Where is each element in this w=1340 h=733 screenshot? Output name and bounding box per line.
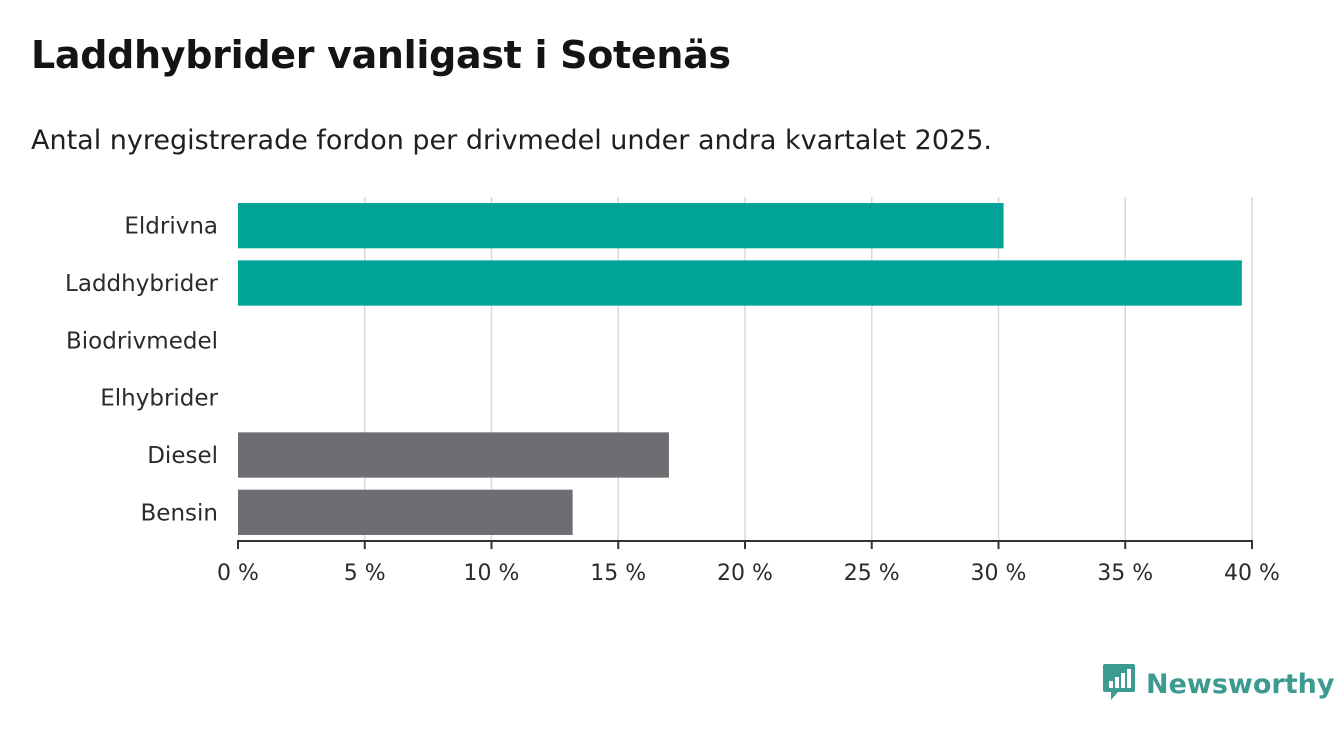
newsworthy-logo-icon — [1102, 662, 1136, 706]
x-tick-label: 15 % — [590, 561, 646, 586]
x-tick-label: 35 % — [1097, 561, 1153, 586]
x-tick-label: 0 % — [217, 561, 259, 586]
x-axis: 0 % 5 % 10 % 15 % 20 % 25 % 30 % 35 % 40 % — [217, 540, 1280, 586]
x-tick-label: 5 % — [344, 561, 386, 586]
bar-laddhybrider[interactable] — [238, 260, 1242, 306]
brand-name: Newsworthy — [1146, 668, 1335, 700]
x-tick-label: 30 % — [971, 561, 1027, 586]
gridlines — [364, 197, 1253, 541]
chart-subtitle: Antal nyregistrerade fordon per drivmede… — [31, 125, 992, 156]
x-tick-label: 20 % — [717, 561, 773, 586]
category-label: Diesel — [147, 443, 218, 469]
bars — [238, 203, 1242, 535]
category-label: Bensin — [141, 500, 218, 526]
bar-eldrivna[interactable] — [238, 203, 1004, 249]
bar-diesel[interactable] — [238, 432, 669, 478]
x-tick-label: 40 % — [1224, 561, 1280, 586]
category-label: Eldrivna — [124, 214, 218, 240]
category-labels: Eldrivna Laddhybrider Biodrivmedel Elhybrid… — [65, 214, 218, 527]
x-tick-label: 10 % — [464, 561, 520, 586]
category-label: Biodrivmedel — [66, 328, 218, 354]
x-tick-label: 25 % — [844, 561, 900, 586]
chart-title: Laddhybrider vanligast i Sotenäs — [31, 33, 731, 77]
category-label: Elhybrider — [100, 386, 218, 412]
bar-bensin[interactable] — [238, 489, 573, 535]
newsworthy-brand[interactable]: Newsworthy — [1102, 662, 1334, 706]
category-label: Laddhybrider — [65, 271, 218, 297]
